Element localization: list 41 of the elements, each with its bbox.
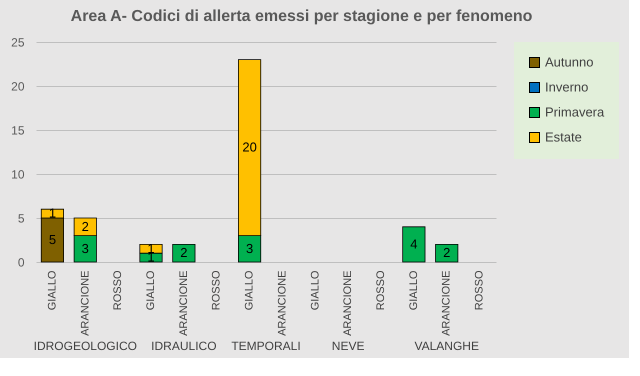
text: TEMPORALI <box>231 339 301 353</box>
x-tick-label: ARANCIONE <box>276 270 288 336</box>
x-tick-label: ARANCIONE <box>79 270 92 336</box>
data-label: 20 <box>242 140 257 155</box>
x-tick-label: ROSSO <box>375 270 387 310</box>
data-label: 3 <box>246 240 254 256</box>
text: NEVE <box>332 339 364 353</box>
data-label: 3 <box>82 240 89 256</box>
bar <box>435 244 458 262</box>
y-tick-label: 10 <box>11 168 25 182</box>
bar <box>402 226 426 262</box>
legend-label: Estate <box>545 130 582 144</box>
x-tick-label: ROSSO <box>112 270 124 310</box>
data-label: 5 <box>48 232 56 247</box>
text: IDROGEOLOGICO <box>34 339 137 353</box>
x-tick-label: ARANCIONE <box>440 270 453 336</box>
x-tick-label: GIALLO <box>309 270 322 310</box>
y-tick-label: 15 <box>11 124 25 138</box>
data-label: 2 <box>443 245 450 260</box>
x-tick-label: ARANCIONE <box>178 270 190 336</box>
x-tick-label: ROSSO <box>210 270 223 310</box>
y-tick-label: 20 <box>11 80 25 94</box>
x-tick-label: ARANCIONE <box>342 270 354 336</box>
y-tick-label: 25 <box>11 36 25 50</box>
text: VALANGHE <box>414 339 479 353</box>
y-tick-label: 0 <box>18 256 25 270</box>
chart-title: Area A- Codici di allerta emessi per stagione e per fenomeno <box>70 8 533 25</box>
y-tick-label: 5 <box>18 212 25 226</box>
bar <box>172 244 196 262</box>
x-tick-label: GIALLO <box>46 270 58 310</box>
x-tick-label: GIALLO <box>408 270 420 310</box>
legend-label: Primavera <box>545 104 606 120</box>
text: IDRAULICO <box>151 339 217 353</box>
data-label: 2 <box>82 218 89 234</box>
data-label: 2 <box>180 245 188 260</box>
x-tick-label: ROSSO <box>474 270 486 310</box>
x-tick-label: GIALLO <box>145 270 157 310</box>
legend-label: Inverno <box>545 80 588 94</box>
x-tick-label: GIALLO <box>244 270 256 310</box>
data-label: 4 <box>410 236 418 252</box>
legend-label: Autunno <box>545 54 594 70</box>
